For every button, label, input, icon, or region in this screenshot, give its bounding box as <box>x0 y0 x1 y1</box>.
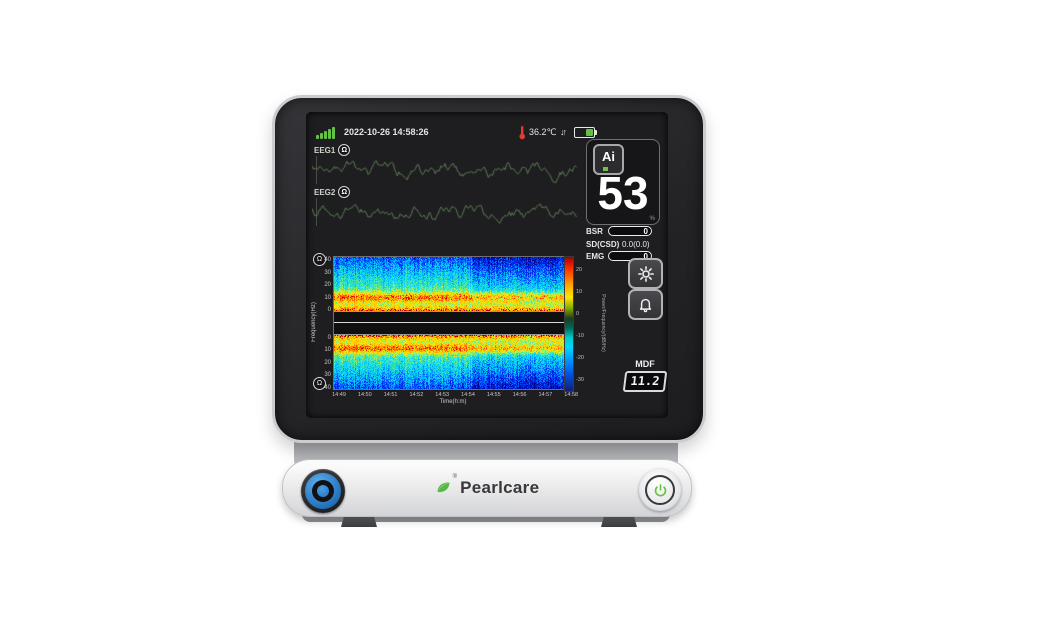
mdf-label: MDF <box>635 359 655 369</box>
colorbar <box>564 256 574 392</box>
tick-label: 20 <box>576 267 583 273</box>
ai-green-square <box>603 167 608 171</box>
updown-arrows-icon: ↓↑ <box>560 127 567 137</box>
registered-trademark: ® <box>452 474 458 480</box>
battery-nub <box>595 130 597 135</box>
leaf-icon <box>437 482 450 492</box>
knob-center-dot <box>317 485 329 497</box>
tick-label: 14:49 <box>332 392 346 398</box>
status-bar: 2022-10-26 14:58:26 36.2℃ ↓↑ <box>314 125 660 141</box>
power-button-ring <box>645 475 675 505</box>
ai-index-panel: Ai 53 % <box>586 139 660 225</box>
tick-label: -10 <box>576 333 584 339</box>
screen: 2022-10-26 14:58:26 36.2℃ ↓↑ EEG1 Ω <box>306 112 668 418</box>
tick-label: 14:56 <box>512 392 527 398</box>
mdf-display: 11.2 <box>622 371 668 392</box>
gear-icon <box>637 265 654 282</box>
sdcsd-label: SD(CSD) <box>586 240 620 249</box>
tick-label: 40 <box>324 384 331 391</box>
spectrogram-canvas <box>333 256 573 390</box>
tick-label: 20 <box>324 359 331 366</box>
tick-label: 20 <box>324 282 331 289</box>
tick-label: 14:52 <box>409 392 424 398</box>
impedance-icon: Ω <box>313 377 326 390</box>
tick-label: -30 <box>576 377 584 383</box>
bsr-value: 0 <box>608 226 652 236</box>
tick-label: -20 <box>576 355 584 361</box>
monitor-bezel: 2022-10-26 14:58:26 36.2℃ ↓↑ EEG1 Ω <box>272 95 706 443</box>
colorbar-axis-label: Power/Frequency/(dB/Hz) <box>600 294 606 352</box>
battery-fill <box>586 129 593 136</box>
tick-label: 10 <box>324 294 331 301</box>
bell-icon <box>639 298 652 313</box>
datetime-text: 2022-10-26 14:58:26 <box>344 127 429 137</box>
ai-index-value: 53 <box>597 167 649 219</box>
tick-label: 40 <box>324 257 331 263</box>
tick-label: 10 <box>576 289 583 295</box>
tick-label: 0 <box>327 307 331 314</box>
tick-label: 30 <box>324 269 331 276</box>
brand-name: Pearlcare <box>460 478 540 497</box>
sdcsd-value: 0.0(0.0) <box>622 240 650 249</box>
device-foot-left <box>341 514 377 527</box>
alarm-button[interactable] <box>628 289 663 320</box>
frequency-axis-label: Frequency(Hz) <box>311 302 317 342</box>
eeg2-waveform <box>312 195 578 229</box>
thermometer-icon <box>519 126 525 140</box>
ai-index-unit: % <box>649 216 655 222</box>
tick-label: 14:57 <box>538 392 553 398</box>
settings-button[interactable] <box>628 258 663 289</box>
tick-label: 14:54 <box>461 392 475 398</box>
tick-label: 14:55 <box>486 392 501 398</box>
power-button[interactable] <box>639 469 681 511</box>
tick-label: 14:53 <box>435 392 450 398</box>
battery-icon <box>574 127 597 138</box>
power-icon <box>654 483 666 496</box>
tick-label: 14:50 <box>357 392 372 398</box>
tick-label: 30 <box>324 372 331 379</box>
tick-label: 14:58 <box>564 392 579 398</box>
bsr-label: BSR <box>586 227 603 236</box>
tick-label: 14:51 <box>383 392 398 398</box>
selector-knob-button[interactable] <box>301 469 345 513</box>
device-front-panel: ® Pearlcare <box>282 459 692 517</box>
tick-label: 0 <box>576 311 580 317</box>
impedance-icon: Ω <box>313 253 326 266</box>
time-axis-label: Time(h:m) <box>439 399 467 405</box>
eeg1-waveform <box>312 153 578 187</box>
device-foot-right <box>601 514 637 527</box>
ai-icon: Ai <box>593 144 624 175</box>
tick-label: 10 <box>324 347 331 354</box>
signal-strength-icon <box>316 127 335 139</box>
temperature-text: 36.2℃ <box>529 127 557 137</box>
tick-label: 0 <box>327 335 331 341</box>
emg-label: EMG <box>586 252 605 261</box>
